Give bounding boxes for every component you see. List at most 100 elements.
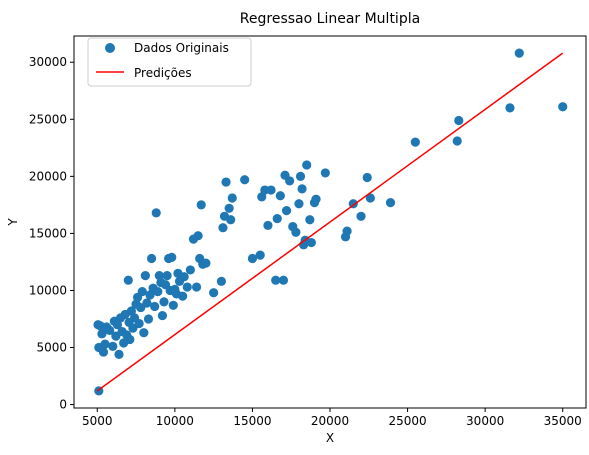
data-point [137,287,147,297]
data-point [105,325,115,336]
data-point [100,339,110,349]
data-point [126,306,137,316]
y-tick-label: 5000 [36,341,67,355]
data-point [123,275,133,285]
data-point [558,102,568,112]
data-point [216,276,226,286]
data-point [162,271,172,281]
legend-label-scatter: Dados Originais [134,41,229,55]
data-point [255,250,265,260]
data-point [151,208,161,218]
data-point [362,172,372,183]
x-tick-label: 10000 [156,414,194,428]
x-tick-label: 5000 [82,414,113,428]
data-point [514,48,524,58]
chart-title: Regressao Linear Multipla [240,11,420,27]
data-point [142,298,152,308]
data-point [143,314,154,324]
y-tick-label: 30000 [29,55,67,69]
data-point [505,103,515,113]
y-axis-ticks: 0 5000 10000 15000 20000 25000 30000 [29,55,74,412]
x-tick-label: 25000 [388,414,426,428]
data-point [167,252,177,262]
data-point [114,349,124,359]
data-point [168,300,178,310]
data-point [134,318,144,329]
data-point [139,328,149,338]
prediction-line [96,52,564,392]
x-axis-ticks: 5000 10000 15000 20000 25000 30000 35000 [82,408,582,428]
data-point [295,171,306,181]
data-point [125,334,135,345]
legend: Dados Originais Predições [87,37,252,87]
data-point [311,194,321,204]
x-tick-label: 15000 [233,414,271,428]
data-point [271,275,281,285]
data-point [342,226,352,236]
data-point [145,290,155,300]
y-tick-label: 10000 [29,283,67,297]
data-point [272,213,282,224]
data-point [297,184,307,194]
y-tick-label: 0 [59,398,67,412]
data-point [157,310,168,321]
data-point [247,253,258,264]
data-point [278,275,289,285]
data-point [221,177,231,187]
data-point [218,223,228,233]
data-point [108,341,118,351]
data-point [240,175,250,185]
data-point [266,185,276,195]
data-point [146,253,157,264]
data-point [356,211,366,221]
x-tick-label: 35000 [544,414,582,428]
x-tick-label: 20000 [311,414,349,428]
data-point [178,291,188,301]
data-point [209,288,219,298]
data-point [275,191,285,201]
y-tick-label: 25000 [29,112,67,126]
data-point [153,287,163,297]
legend-marker-scatter [105,43,115,53]
data-point [224,203,234,213]
legend-label-line: Predições [134,66,192,80]
data-point [294,199,304,209]
data-point [385,198,396,208]
data-point [179,272,189,282]
data-point [257,192,267,202]
data-point [305,215,315,225]
data-point [263,220,273,231]
data-point [191,282,202,292]
y-tick-label: 20000 [29,169,67,183]
data-point [154,271,164,281]
data-point [182,282,192,292]
data-point [320,168,330,178]
data-point [185,265,195,275]
data-point [193,231,203,241]
data-point [159,297,169,307]
data-point [112,320,123,330]
data-point [97,329,107,339]
scatter-points [93,48,568,396]
data-point [98,347,109,357]
x-tick-label: 30000 [466,414,504,428]
data-point [365,193,375,203]
data-point [306,237,316,248]
data-point [281,205,292,216]
data-point [291,227,301,237]
y-tick-label: 15000 [29,226,67,240]
data-point [201,258,211,268]
regression-lines [96,52,564,392]
data-point [226,215,236,225]
data-point [196,200,206,210]
y-axis-label: Y [6,218,20,227]
legend-box [87,37,252,87]
x-axis-label: X [326,431,334,445]
data-point [227,193,237,203]
data-point [150,301,160,312]
data-point [452,136,462,146]
data-point [302,160,312,170]
data-point [140,271,150,281]
data-point [454,115,464,126]
